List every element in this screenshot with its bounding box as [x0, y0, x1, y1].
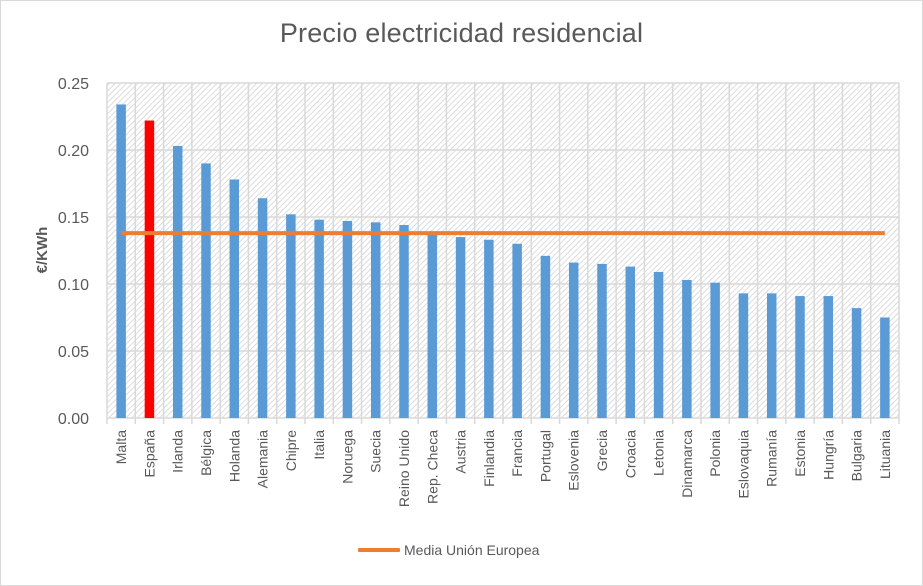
- x-tick-label: Malta: [113, 430, 129, 464]
- bar-dinamarca: [682, 279, 692, 418]
- y-tick-label: 0.15: [58, 210, 89, 227]
- x-tick-label: Estonia: [792, 430, 808, 477]
- bar-polonia: [710, 282, 720, 418]
- x-tick-label: Portugal: [537, 430, 553, 482]
- bar-italia: [314, 219, 324, 418]
- x-tick-label: Polonia: [707, 430, 723, 477]
- x-tick-label: España: [141, 430, 157, 478]
- x-tick-label: Suecia: [368, 430, 384, 473]
- x-tick-label: Grecia: [594, 430, 610, 471]
- x-tick-label: Croacia: [622, 430, 638, 478]
- bar-alemania: [257, 198, 268, 418]
- y-axis-label: €/KWh: [34, 227, 51, 274]
- y-tick-label: 0.10: [58, 277, 89, 294]
- x-tick-label: Noruega: [339, 430, 355, 484]
- x-tick-label: Alemania: [255, 430, 271, 489]
- bar-eslovenia: [568, 262, 579, 418]
- bar-estonia: [795, 296, 805, 418]
- x-tick-label: Rep. Checa: [424, 430, 440, 504]
- legend: Media Unión Europea: [358, 542, 539, 558]
- x-tick-label: Reino Unido: [396, 430, 412, 507]
- x-tick-label: Hungría: [820, 430, 836, 480]
- legend-label-media-ue: Media Unión Europea: [404, 542, 540, 558]
- bars: [116, 104, 890, 419]
- bar-grecia: [597, 263, 607, 418]
- legend-swatch-media-ue: [358, 548, 400, 552]
- bar-rep-checa: [427, 233, 438, 418]
- bar-letonia: [653, 271, 664, 418]
- y-tick-label: 0.20: [58, 143, 89, 160]
- x-tick-label: Bulgaria: [849, 430, 865, 482]
- y-tick-label: 0.05: [58, 344, 89, 361]
- bar-hungría: [823, 296, 834, 418]
- bar-finlandia: [484, 239, 494, 418]
- bar-austria: [455, 237, 466, 418]
- x-tick-label: Letonia: [651, 430, 667, 476]
- chart-title: Precio electricidad residencial: [279, 18, 644, 48]
- y-tick-label: 0.25: [58, 76, 89, 93]
- bar-suecia: [370, 222, 381, 418]
- x-tick-label: Eslovenia: [566, 430, 582, 491]
- x-tick-label: Holanda: [226, 430, 242, 482]
- y-tick-labels: 0.00 0.05 0.10 0.15 0.20 0.25: [58, 76, 89, 428]
- x-tick-label: Austria: [453, 430, 469, 474]
- x-tick-label: Lituania: [877, 430, 893, 479]
- x-tick-label: Dinamarca: [679, 430, 695, 498]
- bar-eslovaquia: [738, 293, 749, 418]
- bar-holanda: [229, 179, 240, 418]
- bar-rumanía: [766, 293, 777, 418]
- x-tick-label: Finlandia: [481, 430, 497, 487]
- bar-noruega: [342, 221, 353, 418]
- y-tick-label: 0.00: [58, 411, 89, 428]
- x-tick-labels: Malta España Irlanda Bélgica Holanda Alemania…: [113, 430, 893, 507]
- bar-reino-unido: [399, 225, 409, 418]
- bar-chipre: [286, 214, 296, 418]
- bar-lituania: [880, 317, 890, 418]
- bar-croacia: [625, 266, 636, 418]
- bar-bulgaria: [851, 308, 862, 418]
- bar-malta: [116, 104, 126, 418]
- x-tick-label: Rumanía: [764, 430, 780, 487]
- x-tick-label: Bélgica: [198, 430, 214, 476]
- bar-irlanda: [172, 145, 183, 419]
- x-tick-label: Eslovaquia: [735, 430, 751, 499]
- bar-portugal: [540, 255, 551, 418]
- x-tick-label: Francia: [509, 430, 525, 477]
- x-tick-label: Italia: [311, 430, 327, 460]
- bar-bélgica: [201, 163, 211, 418]
- bar-españa: [144, 120, 155, 419]
- x-tick-label: Irlanda: [170, 430, 186, 473]
- bar-francia: [512, 243, 522, 418]
- x-tick-label: Chipre: [283, 430, 299, 471]
